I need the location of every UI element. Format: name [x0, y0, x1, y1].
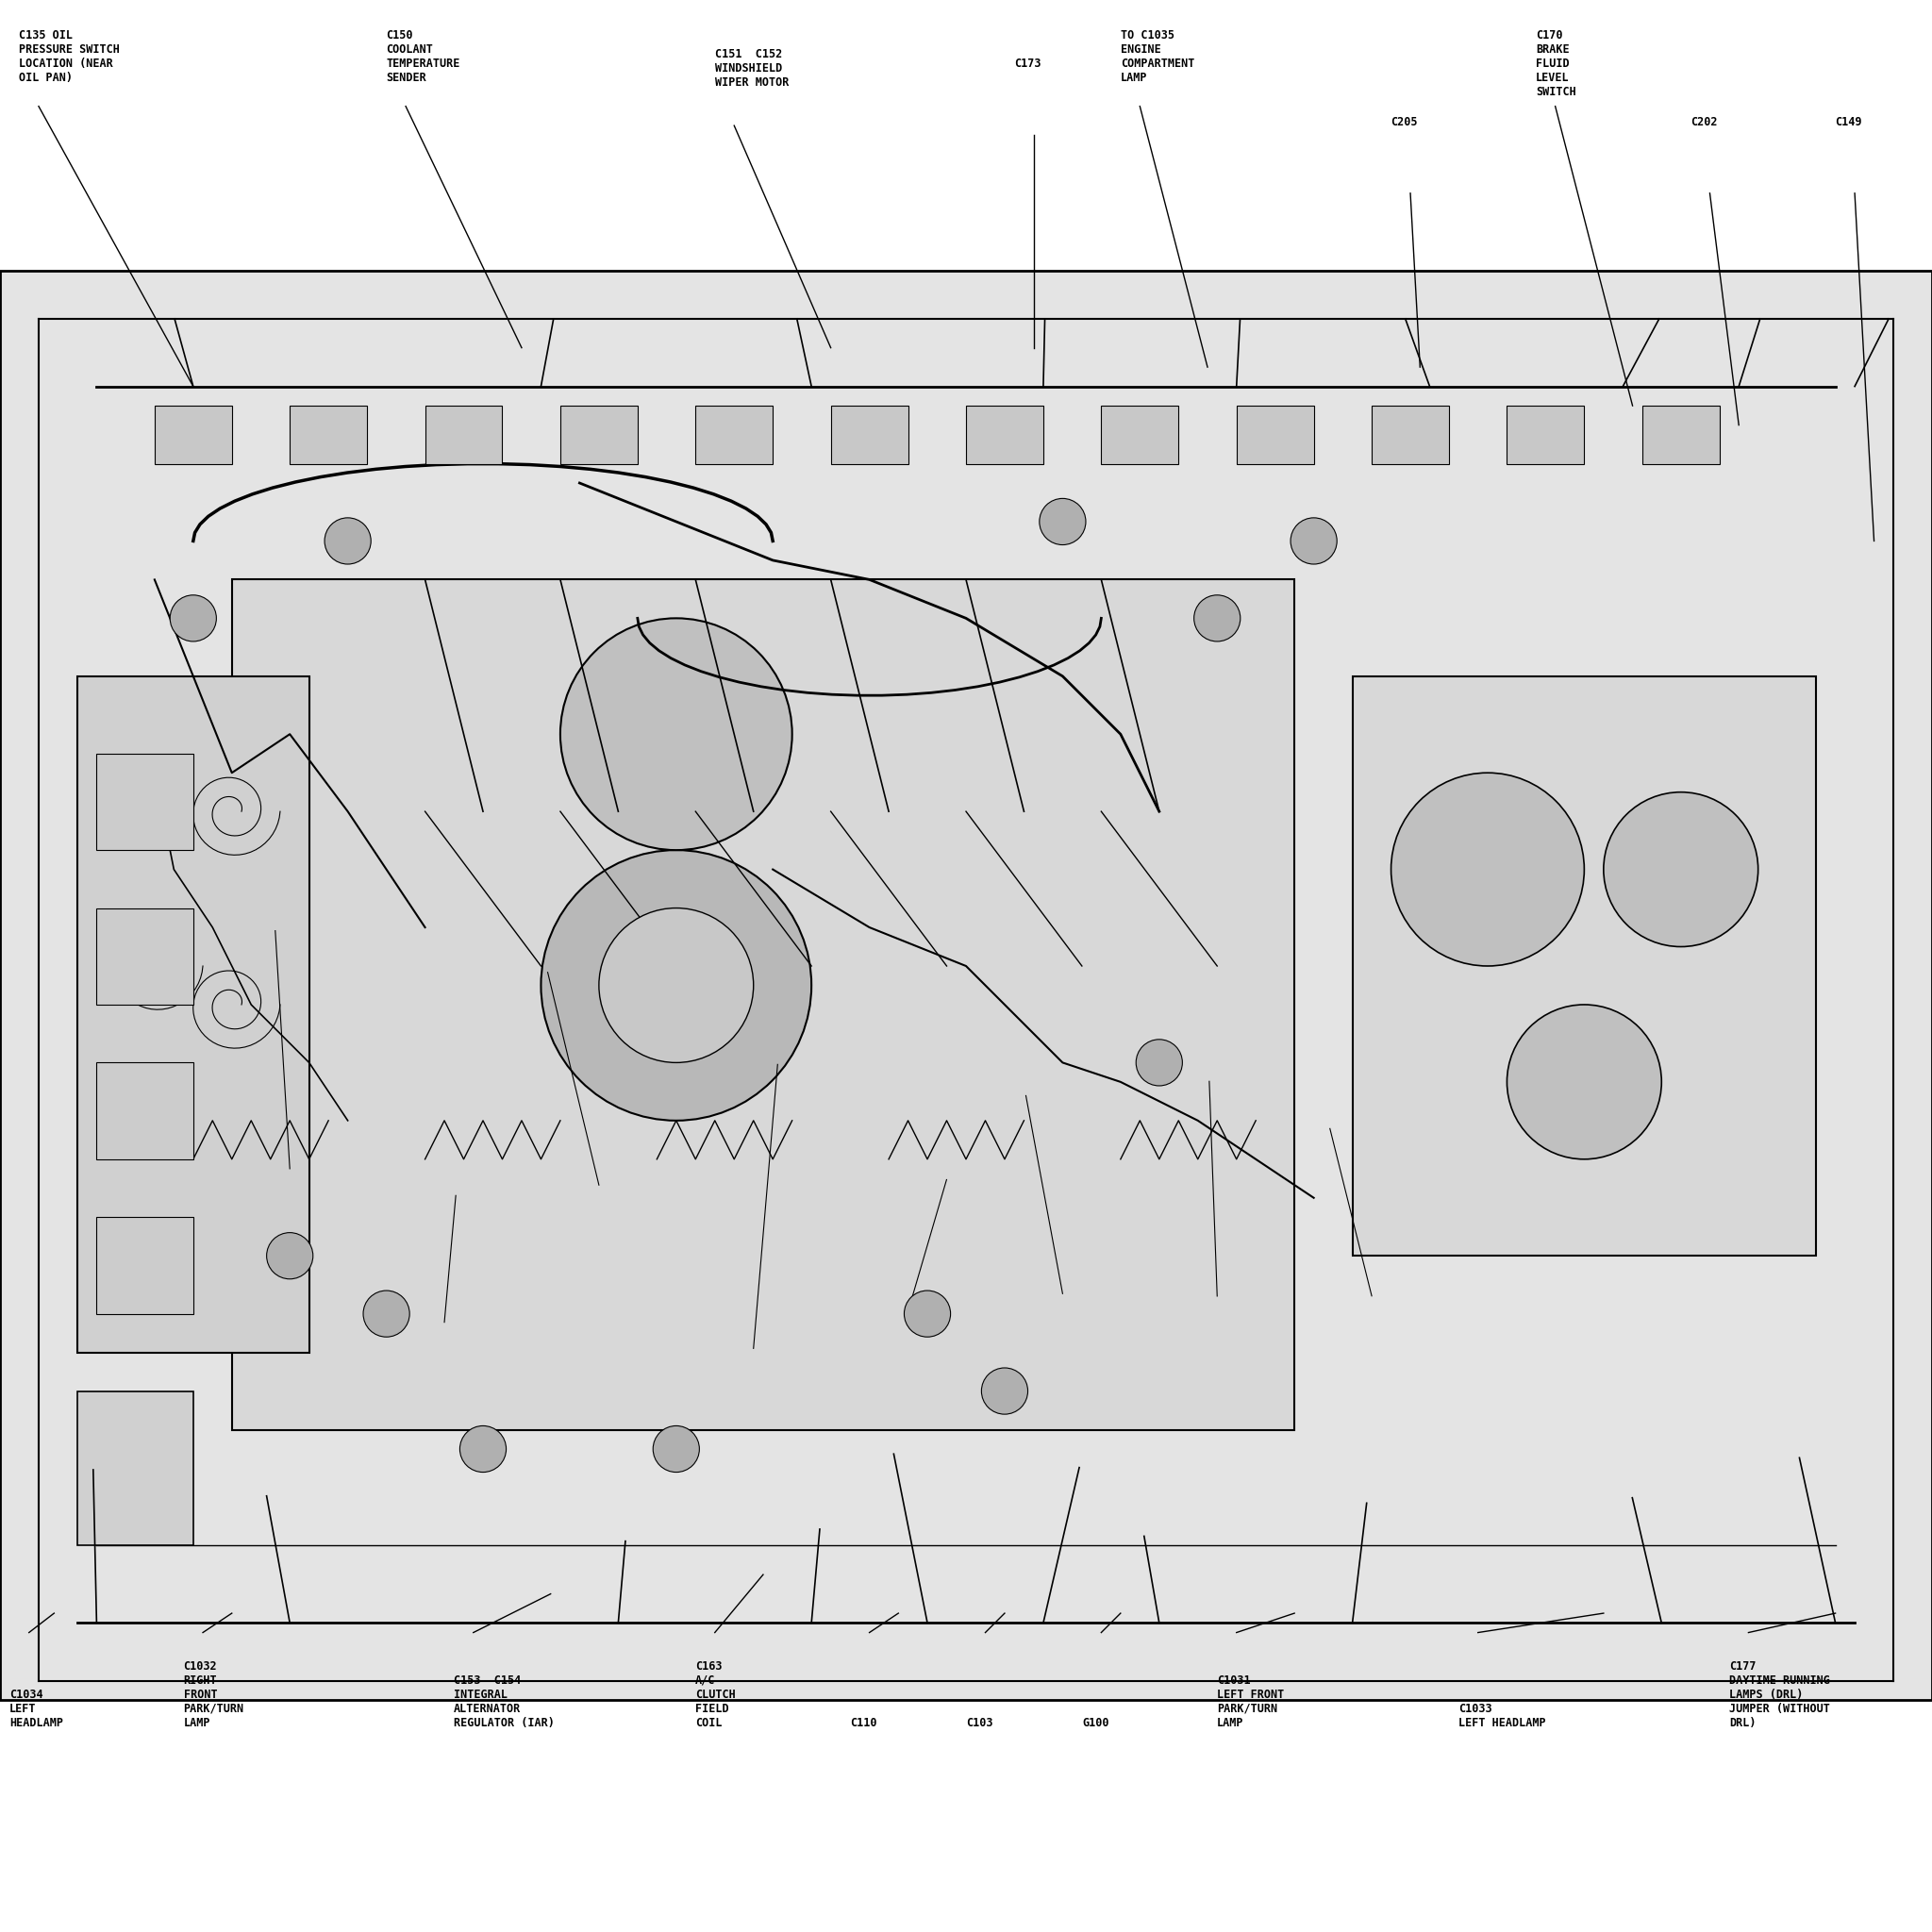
Bar [1642, 406, 1719, 464]
Text: C177
DAYTIME RUNNING
LAMPS (DRL)
JUMPER (WITHOUT
DRL): C177 DAYTIME RUNNING LAMPS (DRL) JUMPER … [1729, 1660, 1830, 1729]
Circle shape [981, 1368, 1028, 1414]
Text: C135 OIL
PRESSURE SWITCH
LOCATION (NEAR
OIL PAN): C135 OIL PRESSURE SWITCH LOCATION (NEAR … [19, 29, 120, 83]
Circle shape [1194, 595, 1240, 641]
Circle shape [170, 595, 216, 641]
Bar [1352, 676, 1816, 1256]
Bar [1372, 406, 1449, 464]
Bar [290, 406, 367, 464]
Circle shape [267, 1233, 313, 1279]
Text: C170
BRAKE
FLUID
LEVEL
SWITCH: C170 BRAKE FLUID LEVEL SWITCH [1536, 29, 1577, 99]
Bar [0, 270, 1932, 1700]
Circle shape [541, 850, 811, 1121]
Circle shape [904, 1291, 951, 1337]
Circle shape [560, 618, 792, 850]
Text: G100: G100 [1082, 1718, 1109, 1729]
Bar [696, 406, 773, 464]
Circle shape [460, 1426, 506, 1472]
Text: C103: C103 [966, 1718, 993, 1729]
Bar [1101, 406, 1179, 464]
Bar [97, 1217, 193, 1314]
Text: C150
COOLANT
TEMPERATURE
SENDER: C150 COOLANT TEMPERATURE SENDER [386, 29, 460, 83]
Bar [425, 406, 502, 464]
Circle shape [1507, 1005, 1662, 1159]
Text: TO C1035
ENGINE
COMPARTMENT
LAMP: TO C1035 ENGINE COMPARTMENT LAMP [1121, 29, 1194, 83]
Circle shape [1391, 773, 1584, 966]
Text: C110: C110 [850, 1718, 877, 1729]
Circle shape [1136, 1039, 1182, 1086]
Text: C1031
LEFT FRONT
PARK/TURN
LAMP: C1031 LEFT FRONT PARK/TURN LAMP [1217, 1675, 1285, 1729]
Text: C1032
RIGHT
FRONT
PARK/TURN
LAMP: C1032 RIGHT FRONT PARK/TURN LAMP [184, 1660, 243, 1729]
Circle shape [1604, 792, 1758, 947]
Bar [97, 1063, 193, 1159]
Bar [97, 753, 193, 850]
Text: C1034
LEFT
HEADLAMP: C1034 LEFT HEADLAMP [10, 1689, 64, 1729]
Circle shape [653, 1426, 699, 1472]
Bar [232, 580, 1294, 1430]
Text: C1033
LEFT HEADLAMP: C1033 LEFT HEADLAMP [1459, 1702, 1546, 1729]
Bar [77, 676, 309, 1352]
Bar [1236, 406, 1314, 464]
Circle shape [1039, 498, 1086, 545]
Bar [560, 406, 638, 464]
Text: C149: C149 [1835, 116, 1862, 128]
Circle shape [363, 1291, 410, 1337]
Text: C205: C205 [1391, 116, 1418, 128]
Bar [1507, 406, 1584, 464]
Text: C153  C154
INTEGRAL
ALTERNATOR
REGULATOR (IAR): C153 C154 INTEGRAL ALTERNATOR REGULATOR … [454, 1675, 554, 1729]
Bar [155, 406, 232, 464]
Bar [831, 406, 908, 464]
Circle shape [1291, 518, 1337, 564]
Bar [97, 908, 193, 1005]
Circle shape [599, 908, 753, 1063]
Text: C163
A/C
CLUTCH
FIELD
COIL: C163 A/C CLUTCH FIELD COIL [696, 1660, 736, 1729]
Text: C202: C202 [1690, 116, 1718, 128]
Bar [966, 406, 1043, 464]
Bar [77, 1391, 193, 1546]
Circle shape [325, 518, 371, 564]
Text: C173: C173 [1014, 58, 1041, 70]
Text: C151  C152
WINDSHIELD
WIPER MOTOR: C151 C152 WINDSHIELD WIPER MOTOR [715, 48, 788, 89]
